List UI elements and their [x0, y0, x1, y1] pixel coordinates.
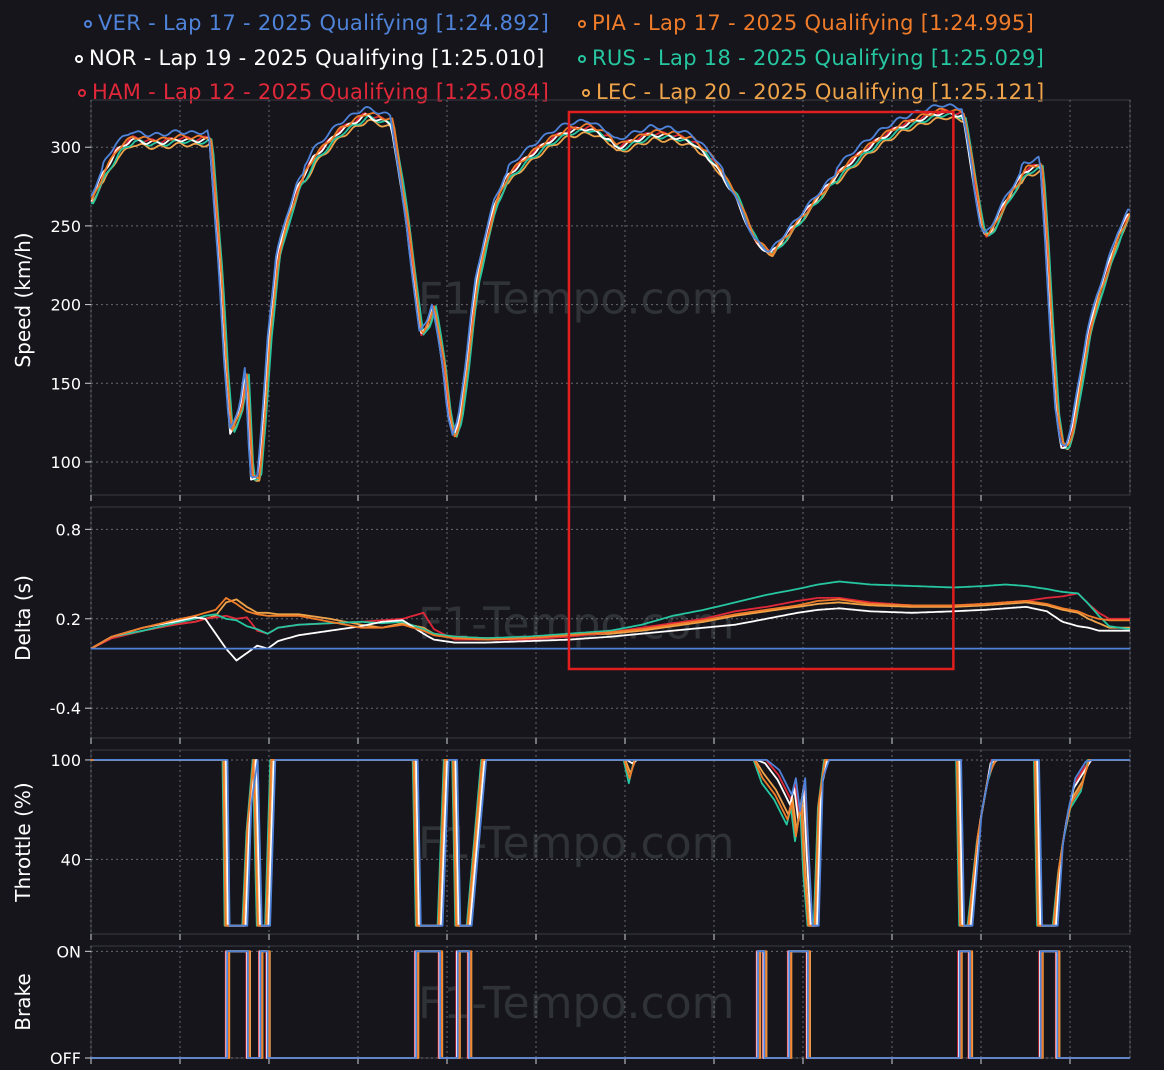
y-axis-label: Speed (km/h) — [11, 232, 35, 367]
panel-delta: 0.8 0.2 -0.4 Delta (s) — [11, 506, 1131, 744]
series-line-ver-speed — [91, 103, 1130, 479]
highlight-box — [567, 110, 955, 671]
y-tick-label: ON — [56, 942, 81, 961]
y-tick-label: 0.8 — [56, 520, 81, 539]
legend-marker-icon — [84, 20, 92, 28]
y-tick-label: 150 — [50, 374, 81, 393]
legend-label: VER - Lap 17 - 2025 Qualifying [1:24.892… — [98, 11, 550, 35]
panel-throttle: 100 40 Throttle (%) — [11, 749, 1131, 940]
legend-label: RUS - Lap 18 - 2025 Qualifying [1:25.029… — [592, 46, 1045, 70]
legend-marker-icon — [78, 89, 86, 97]
panel-frame — [90, 99, 1131, 496]
y-tick-label: 100 — [50, 453, 81, 472]
y-tick-label: 40 — [61, 850, 81, 869]
series-group — [91, 759, 1130, 927]
y-tick-label: -0.4 — [50, 699, 81, 718]
series-line-pia-throttle — [91, 759, 1129, 927]
legend-item-pia[interactable]: PIA - Lap 17 - 2025 Qualifying [1:24.995… — [578, 10, 1034, 36]
series-group — [91, 103, 1130, 482]
y-tick-label: 0.2 — [56, 610, 81, 629]
series-line-rus-delta — [91, 580, 1130, 650]
legend-marker-icon — [578, 55, 586, 63]
legend-marker-icon — [578, 20, 586, 28]
series-group — [91, 950, 1130, 1059]
series-line-nor-throttle — [91, 759, 1130, 927]
series-group — [91, 580, 1130, 662]
series-line-nor-delta — [91, 606, 1130, 662]
panel-speed: 300 250 200 150 100 Speed (km/h) — [11, 99, 1131, 501]
legend-marker-icon — [582, 89, 590, 97]
series-line-pia-delta — [91, 597, 1130, 650]
legend-label: PIA - Lap 17 - 2025 Qualifying [1:24.995… — [592, 11, 1035, 35]
y-tick-label: 250 — [50, 217, 81, 236]
y-tick-label: 300 — [50, 138, 81, 157]
y-axis-label: Delta (s) — [11, 575, 35, 661]
y-axis-label: Brake — [11, 973, 35, 1030]
series-line-nor-speed — [91, 110, 1130, 481]
legend-item-rus[interactable]: RUS - Lap 18 - 2025 Qualifying [1:25.029… — [578, 45, 1044, 71]
legend-item-ver[interactable]: VER - Lap 17 - 2025 Qualifying [1:24.892… — [84, 10, 549, 36]
y-tick-label: OFF — [50, 1049, 81, 1068]
series-line-ver-brake — [91, 950, 1130, 1059]
series-line-ver-throttle — [93, 759, 1130, 927]
y-tick-label: 100 — [50, 751, 81, 770]
panel-brake: ON OFF Brake — [11, 942, 1131, 1068]
chart-legend: VER - Lap 17 - 2025 Qualifying [1:24.892… — [0, 0, 1164, 108]
series-line-lec-delta — [91, 598, 1130, 650]
watermark-text: F1-Tempo.com — [418, 274, 735, 325]
y-tick-label: 200 — [50, 296, 81, 315]
watermark-text: F1-Tempo.com — [418, 818, 735, 869]
legend-item-nor[interactable]: NOR - Lap 19 - 2025 Qualifying [1:25.010… — [75, 45, 545, 71]
series-line-pia-speed — [91, 107, 1130, 480]
legend-marker-icon — [75, 55, 83, 63]
legend-label: NOR - Lap 19 - 2025 Qualifying [1:25.010… — [89, 46, 545, 70]
y-axis-label: Throttle (%) — [11, 782, 35, 902]
watermark-text: F1-Tempo.com — [418, 978, 735, 1029]
